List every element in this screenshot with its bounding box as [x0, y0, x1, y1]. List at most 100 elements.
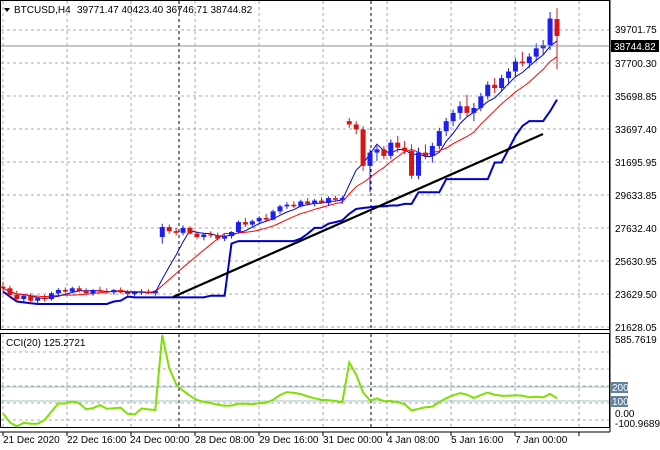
- candle-body-bullish: [485, 84, 491, 97]
- candle-body-bullish: [152, 290, 158, 294]
- time-tick-label: 5 Jan 16:00: [451, 435, 504, 446]
- candle-body-bullish: [201, 234, 207, 237]
- candle-body-bullish: [48, 293, 54, 300]
- current-price-badge: [611, 40, 659, 52]
- candle-body-bullish: [443, 121, 449, 132]
- candle-body-bearish: [194, 233, 200, 237]
- cci-line: [2, 334, 558, 428]
- cci-panel-frame: [0, 333, 610, 428]
- time-tick-label: 24 Dec 00:00: [130, 435, 190, 446]
- time-tick-label: 31 Dec 00:00: [323, 435, 383, 446]
- candle-body-bearish: [464, 106, 470, 113]
- candle-body-bullish: [533, 48, 539, 57]
- candle-body-bullish: [540, 45, 546, 49]
- cci-grid: [1, 334, 609, 427]
- cci-level-100-label: 100: [612, 397, 629, 408]
- candle-body-bearish: [360, 129, 366, 166]
- price-tick-label: 23629.50: [615, 290, 657, 301]
- candle-body-bullish: [90, 289, 96, 294]
- candle-body-bearish: [409, 150, 415, 176]
- candle-body-bullish: [159, 227, 165, 237]
- candle-body-bullish: [312, 200, 318, 204]
- price-tick-label: 37700.30: [615, 59, 657, 70]
- candle-body-bearish: [242, 222, 248, 225]
- candle-body-bearish: [42, 298, 48, 300]
- candle-body-bearish: [395, 142, 401, 148]
- cci-indicator-panel[interactable]: CCI(20) 125.2721 585.7619 200 100 0.00 -…: [0, 333, 660, 431]
- candle-body-bullish: [270, 211, 276, 220]
- price-tick-label: 27632.40: [615, 224, 657, 235]
- symbol-label: BTCUSD,H4: [14, 5, 71, 16]
- price-tick-label: 21628.05: [615, 323, 657, 334]
- candle-body-bearish: [104, 291, 110, 293]
- candle-body-bullish: [180, 227, 186, 233]
- price-tick-label: 39701.75: [615, 25, 657, 36]
- candle-body-bullish: [55, 289, 61, 294]
- candle-body-bearish: [402, 147, 408, 151]
- candle-body-bearish: [346, 121, 352, 125]
- candle-body-bearish: [28, 295, 34, 301]
- candle-body-bullish: [374, 149, 380, 153]
- candle-body-bearish: [166, 227, 172, 232]
- main-price-panel[interactable]: BTCUSD,H4 39771.47 40423.40 36746.71 387…: [0, 0, 611, 330]
- main-panel-frame: [0, 0, 610, 330]
- candle-body-bearish: [319, 200, 325, 204]
- time-tick-label: 28 Dec 08:00: [195, 435, 255, 446]
- candle-body-bearish: [208, 234, 214, 236]
- candle-body-bearish: [263, 217, 269, 220]
- candle-body-bullish: [526, 56, 532, 64]
- candle-body-bullish: [277, 206, 283, 212]
- candle-body-bullish: [249, 221, 255, 225]
- candle-body-bearish: [76, 288, 82, 291]
- cci-level-200-label: 200: [612, 383, 629, 394]
- price-axis[interactable]: 39701.75 38744.82 37700.30 35698.85 3369…: [609, 0, 659, 432]
- price-tick-label: 25630.95: [615, 257, 657, 268]
- candle-body-bearish: [492, 84, 498, 89]
- candle-body-bullish: [35, 298, 41, 301]
- candle-body-bullish: [547, 18, 553, 46]
- candle-body-bearish: [215, 235, 221, 239]
- candle-body-bearish: [7, 288, 13, 295]
- candle-body-bullish: [512, 61, 518, 72]
- candle-body-bearish: [332, 198, 338, 200]
- candle-body-bullish: [478, 96, 484, 108]
- price-tick-label: 35698.85: [615, 92, 657, 103]
- candle-body-bearish: [519, 61, 525, 64]
- candle-body-bullish: [416, 152, 421, 176]
- trendline[interactable]: [172, 132, 544, 299]
- candle-body-bearish: [187, 227, 193, 234]
- collapse-triangle-icon[interactable]: [4, 8, 10, 12]
- candle-body-bullish: [235, 222, 241, 233]
- time-tick-label: 4 Jan 08:00: [387, 435, 440, 446]
- candle-body-bearish: [381, 149, 387, 156]
- cci-level-200-badge: [611, 382, 628, 393]
- price-tick-label: 33697.40: [615, 125, 657, 136]
- time-tick-label: 22 Dec 16:00: [67, 435, 127, 446]
- candle-body-bullish: [21, 295, 27, 300]
- candle-body-bullish: [388, 142, 394, 156]
- candle-body-bullish: [506, 71, 512, 79]
- price-tick-label: 31695.95: [615, 158, 657, 169]
- candle-body-bullish: [229, 232, 235, 237]
- candle-body-bullish: [139, 291, 144, 293]
- candle-body-bearish: [145, 291, 151, 294]
- candle-body-bullish: [471, 107, 477, 113]
- cci-title: CCI(20) 125.2721: [6, 338, 86, 349]
- time-tick-label: 7 Jan 00:00: [515, 435, 568, 446]
- time-tick-label: 29 Dec 16:00: [259, 435, 319, 446]
- ohlc-values: 39771.47 40423.40 36746.71 38744.82: [77, 5, 253, 16]
- time-axis-ticks: [2, 432, 580, 436]
- candle-body-bullish: [298, 201, 304, 207]
- time-axis[interactable]: 21 Dec 2020 22 Dec 16:00 24 Dec 00:00 28…: [0, 431, 610, 446]
- candle-body-bullish: [256, 217, 262, 222]
- price-tick-label: 29633.85: [615, 191, 657, 202]
- envelope-lower-line: [2, 99, 558, 305]
- candle-body-bearish: [353, 124, 359, 130]
- candle-body-bullish: [339, 198, 345, 200]
- candle-body-bullish: [450, 112, 456, 122]
- candle-body-bullish: [367, 152, 373, 166]
- candle-body-bullish: [457, 106, 463, 113]
- candle-body-bullish: [325, 198, 331, 204]
